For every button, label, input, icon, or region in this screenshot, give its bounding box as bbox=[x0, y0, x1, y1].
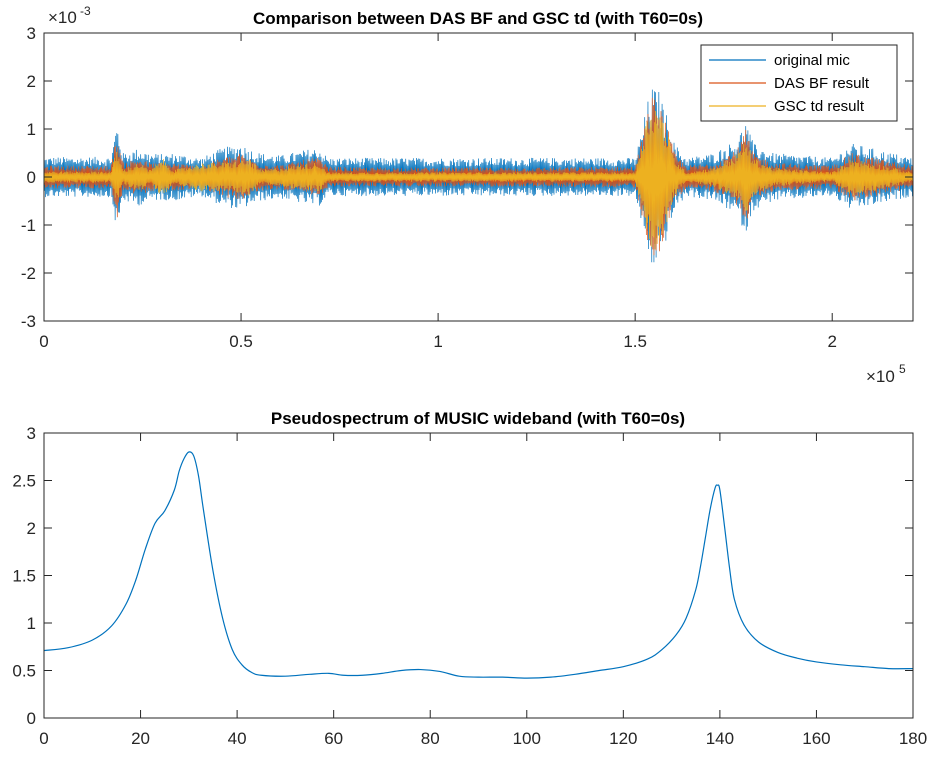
chart2-axes-box bbox=[44, 433, 913, 718]
chart-pseudospectrum: Pseudospectrum of MUSIC wideband (with T… bbox=[12, 409, 927, 748]
chart2-y-tick-label: 2 bbox=[27, 519, 36, 538]
chart2-y-tick-label: 1 bbox=[27, 614, 36, 633]
chart1-y-tick-label: 2 bbox=[27, 72, 36, 91]
chart2-x-tick-label: 100 bbox=[513, 729, 541, 748]
chart1-x-tick-label: 0.5 bbox=[229, 332, 253, 351]
chart2-y-tick-label: 0.5 bbox=[12, 662, 36, 681]
chart1-y-tick-label: -1 bbox=[21, 216, 36, 235]
chart1-y-exponent-power: -3 bbox=[80, 4, 91, 18]
legend-label-gsc-td: GSC td result bbox=[774, 98, 865, 115]
chart2-x-tick-label: 40 bbox=[228, 729, 247, 748]
chart1-y-tick-label: 3 bbox=[27, 24, 36, 43]
chart2-title: Pseudospectrum of MUSIC wideband (with T… bbox=[271, 409, 685, 428]
chart1-y-tick-label: -3 bbox=[21, 312, 36, 331]
chart2-x-axis: 0 20 40 60 80 100 120 140 160 180 bbox=[39, 433, 927, 748]
chart1-y-tick-label: -2 bbox=[21, 264, 36, 283]
chart1-y-tick-label: 1 bbox=[27, 120, 36, 139]
chart-comparison: Comparison between DAS BF and GSC td (wi… bbox=[21, 4, 914, 386]
chart1-x-tick-label: 1.5 bbox=[623, 332, 647, 351]
chart2-y-axis: 0 0.5 1 1.5 2 2.5 3 bbox=[12, 424, 913, 728]
chart1-y-tick-label: 0 bbox=[27, 168, 36, 187]
chart2-y-tick-label: 3 bbox=[27, 424, 36, 443]
chart2-x-tick-label: 140 bbox=[706, 729, 734, 748]
chart1-x-axis: 0 0.5 1 1.5 2 bbox=[39, 33, 837, 351]
chart1-x-exponent-power: 5 bbox=[899, 362, 906, 376]
chart1-series-3 bbox=[43, 110, 914, 250]
legend-label-original-mic: original mic bbox=[774, 52, 850, 69]
chart1-y-axis: -3 -2 -1 0 1 2 3 bbox=[21, 24, 913, 331]
chart1-series-group bbox=[43, 89, 914, 263]
chart2-x-tick-label: 160 bbox=[802, 729, 830, 748]
chart1-x-tick-label: 1 bbox=[433, 332, 442, 351]
chart2-x-tick-label: 60 bbox=[324, 729, 343, 748]
chart2-y-tick-label: 1.5 bbox=[12, 567, 36, 586]
chart1-y-exponent: ×10 -3 bbox=[48, 4, 91, 27]
chart2-y-tick-label: 0 bbox=[27, 709, 36, 728]
chart1-legend: original mic DAS BF result GSC td result bbox=[700, 44, 898, 122]
chart1-y-exponent-base: ×10 bbox=[48, 8, 77, 27]
chart1-x-tick-label: 0 bbox=[39, 332, 48, 351]
chart2-y-tick-label: 2.5 bbox=[12, 472, 36, 491]
chart2-x-tick-label: 120 bbox=[609, 729, 637, 748]
chart2-series-line bbox=[43, 451, 914, 679]
chart1-x-exponent-base: ×10 bbox=[866, 367, 895, 386]
chart2-x-tick-label: 20 bbox=[131, 729, 150, 748]
chart2-x-tick-label: 80 bbox=[421, 729, 440, 748]
chart1-x-exponent: ×10 5 bbox=[866, 362, 906, 386]
chart1-x-tick-label: 2 bbox=[827, 332, 836, 351]
legend-label-das-bf: DAS BF result bbox=[774, 75, 870, 92]
chart2-x-tick-label: 0 bbox=[39, 729, 48, 748]
chart2-x-tick-label: 180 bbox=[899, 729, 927, 748]
chart1-title: Comparison between DAS BF and GSC td (wi… bbox=[253, 9, 703, 28]
